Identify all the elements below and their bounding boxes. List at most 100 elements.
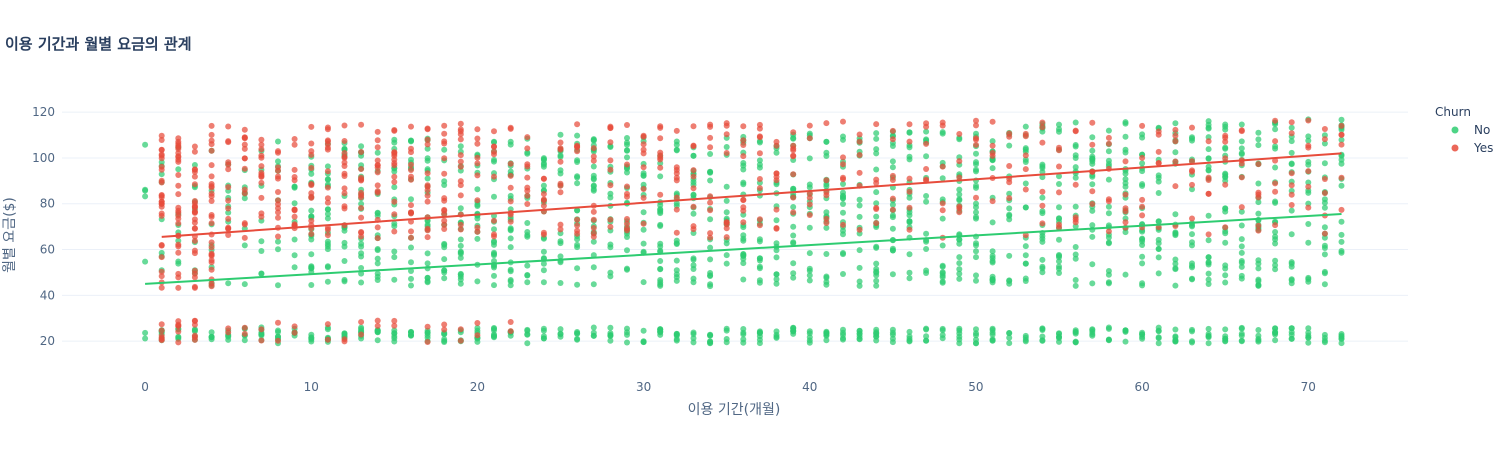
point-no xyxy=(391,335,398,342)
point-yes xyxy=(773,206,780,213)
point-no xyxy=(1272,145,1279,152)
point-no xyxy=(590,163,597,170)
point-no xyxy=(873,130,880,137)
point-yes xyxy=(424,227,431,234)
point-no xyxy=(142,187,149,194)
point-no xyxy=(1189,134,1195,141)
point-no xyxy=(1105,203,1112,210)
point-yes xyxy=(158,163,165,170)
point-no xyxy=(1272,236,1279,243)
point-yes xyxy=(989,118,996,125)
point-no xyxy=(1238,236,1245,243)
point-no xyxy=(906,269,913,276)
point-yes xyxy=(408,234,414,241)
point-yes xyxy=(158,273,165,280)
point-yes xyxy=(939,200,946,207)
point-yes xyxy=(690,223,697,230)
point-no xyxy=(408,244,414,251)
point-yes xyxy=(673,206,680,213)
point-no xyxy=(1321,270,1328,277)
point-yes xyxy=(241,141,248,148)
legend-item-no[interactable]: No xyxy=(1451,123,1491,137)
point-no xyxy=(889,143,896,149)
point-no xyxy=(740,336,747,343)
point-yes xyxy=(1089,188,1096,195)
point-no xyxy=(1238,249,1245,256)
point-yes xyxy=(740,219,747,226)
point-no xyxy=(723,183,730,190)
point-no xyxy=(1272,325,1279,332)
point-yes xyxy=(624,161,630,168)
point-no xyxy=(790,274,797,281)
point-no xyxy=(1272,198,1279,205)
point-no xyxy=(1039,256,1046,263)
point-no xyxy=(923,325,930,332)
point-yes xyxy=(607,223,614,230)
point-no xyxy=(1189,239,1195,246)
point-no xyxy=(374,209,381,216)
point-no xyxy=(690,210,697,217)
point-no xyxy=(756,265,763,272)
point-no xyxy=(1321,337,1328,344)
point-no xyxy=(690,275,697,282)
point-no xyxy=(873,150,880,157)
point-no xyxy=(457,280,464,287)
point-yes xyxy=(441,321,448,328)
point-no xyxy=(225,280,232,287)
point-no xyxy=(756,236,763,243)
point-no xyxy=(1288,325,1295,332)
point-yes xyxy=(441,155,448,162)
point-yes xyxy=(491,173,497,180)
point-no xyxy=(1072,329,1079,336)
point-no xyxy=(275,329,281,335)
point-yes xyxy=(1222,224,1229,231)
point-no xyxy=(1122,180,1129,187)
point-yes xyxy=(956,158,963,165)
point-no xyxy=(923,153,930,160)
point-yes xyxy=(840,221,846,228)
point-no xyxy=(308,207,315,214)
point-yes xyxy=(241,220,248,227)
point-yes xyxy=(291,206,298,213)
point-no xyxy=(956,260,963,267)
point-yes xyxy=(657,191,664,198)
point-no xyxy=(424,250,431,257)
point-yes xyxy=(657,156,664,163)
point-yes xyxy=(457,163,464,170)
point-yes xyxy=(158,327,165,334)
point-yes xyxy=(158,337,165,344)
point-yes xyxy=(690,185,697,192)
point-yes xyxy=(175,182,182,189)
point-no xyxy=(1155,254,1162,261)
point-no xyxy=(175,333,182,340)
point-yes xyxy=(158,179,165,186)
point-yes xyxy=(241,155,248,162)
point-yes xyxy=(524,192,531,199)
point-no xyxy=(540,163,547,170)
point-yes xyxy=(175,339,182,346)
point-yes xyxy=(258,179,265,186)
point-no xyxy=(291,264,298,271)
point-no xyxy=(391,254,398,261)
point-no xyxy=(1189,223,1195,230)
point-yes xyxy=(208,173,215,180)
point-no xyxy=(1338,238,1345,245)
point-no xyxy=(956,191,963,198)
point-yes xyxy=(607,166,614,173)
point-yes xyxy=(424,234,431,241)
point-yes xyxy=(1155,160,1162,166)
point-yes xyxy=(275,149,281,156)
point-no xyxy=(973,330,979,337)
point-no xyxy=(341,258,348,264)
point-no xyxy=(873,213,880,220)
point-yes xyxy=(175,172,182,178)
point-no xyxy=(1139,181,1146,188)
legend-item-yes[interactable]: Yes xyxy=(1451,141,1494,155)
point-no xyxy=(640,172,647,179)
point-yes xyxy=(607,216,614,223)
point-yes xyxy=(424,339,431,345)
point-no xyxy=(540,335,547,342)
legend[interactable]: Churn No Yes xyxy=(1435,105,1493,155)
point-no xyxy=(823,224,830,231)
point-no xyxy=(1338,182,1345,189)
